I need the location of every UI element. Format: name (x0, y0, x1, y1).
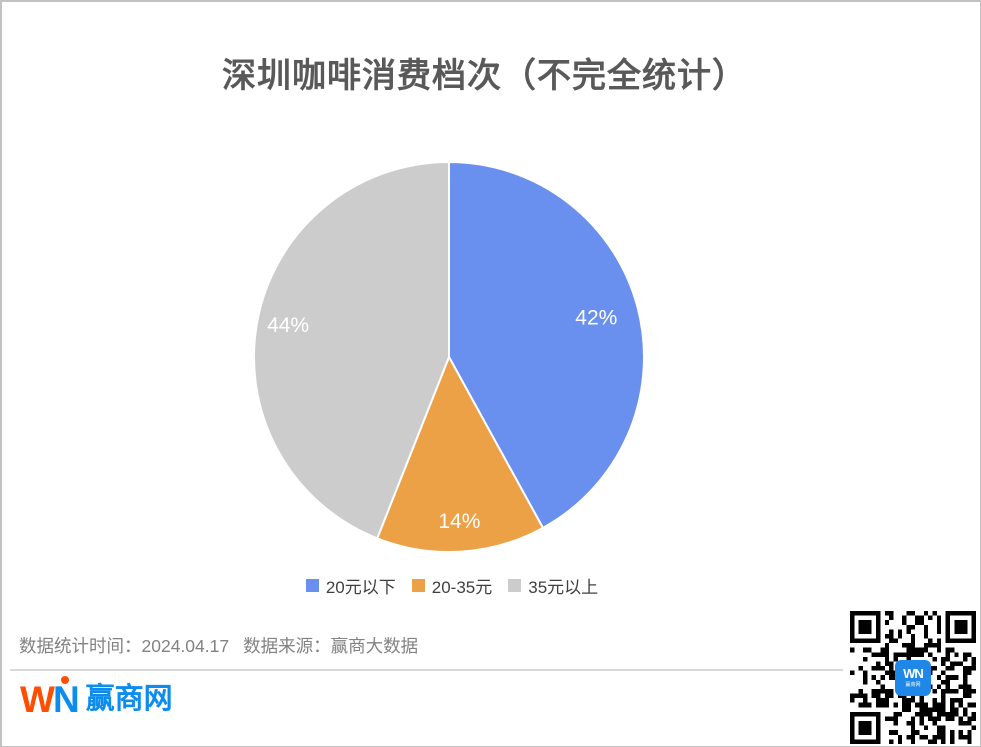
legend-label: 20元以下 (325, 578, 396, 597)
pie-slice-label-0: 42% (575, 307, 617, 330)
legend-swatch-icon (305, 579, 319, 592)
pie-slice-label-1: 14% (438, 510, 480, 533)
footer-divider (10, 669, 843, 671)
win-logo-letters: WN (20, 675, 80, 720)
qr-badge-subtext: 赢商网 (905, 681, 921, 688)
pie-slice-label-2: 44% (267, 314, 309, 337)
qr-badge-text: WN (903, 666, 924, 682)
pie-slice-1 (376, 356, 544, 553)
chart-title: 深圳咖啡消费档次（不完全统计） (222, 57, 747, 95)
legend-item-0: 20元以下 (305, 573, 396, 598)
pie-chart: 42% 14% 44% (253, 161, 645, 553)
logo-letter-n: N (52, 678, 80, 720)
footer-meta: 数据统计时间：2024.04.17 数据来源：赢商大数据 (19, 633, 418, 658)
chart-legend: 20元以下 20-35元 35元以上 (2, 573, 902, 598)
legend-item-1: 20-35元 (411, 573, 493, 598)
pie-slice-2 (253, 161, 450, 540)
legend-label: 35元以上 (528, 578, 599, 597)
qr-center-logo: WN 赢商网 (895, 659, 931, 696)
legend-item-2: 35元以上 (508, 573, 598, 598)
legend-swatch-icon (411, 579, 425, 592)
site-name: 赢商网 (85, 682, 173, 715)
stat-time-text: 数据统计时间：2024.04.17 (19, 636, 230, 656)
win-logo: WN 赢商网 (20, 675, 173, 722)
legend-swatch-icon (508, 579, 522, 592)
qr-code: WN 赢商网 (850, 611, 976, 744)
data-source-text: 数据来源：赢商大数据 (243, 636, 419, 656)
pie-slice-0 (448, 161, 645, 529)
legend-label: 20-35元 (431, 578, 493, 597)
logo-dot-icon (61, 675, 69, 684)
logo-letter-w: W (20, 678, 55, 720)
